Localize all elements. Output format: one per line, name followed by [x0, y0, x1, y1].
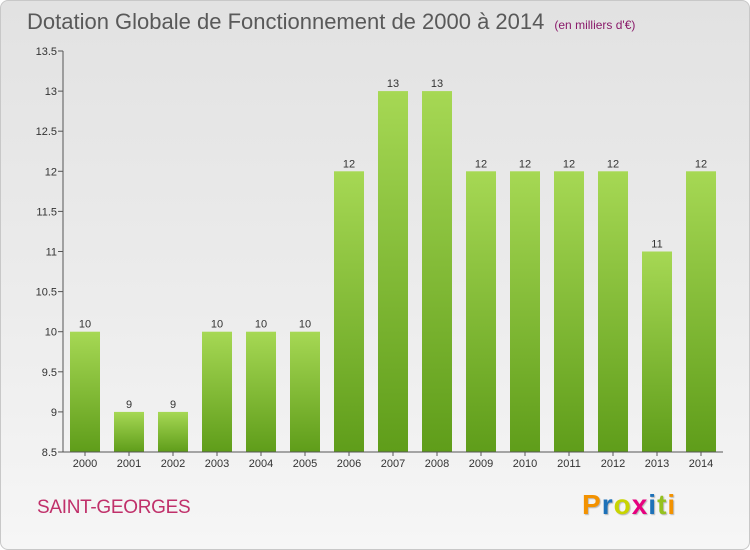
- logo-letter: t: [657, 489, 668, 520]
- data-label-2005: 10: [299, 319, 311, 331]
- y-tick-label: 8.5: [42, 447, 57, 459]
- data-label-2012: 12: [607, 158, 619, 170]
- chart-title-text: Dotation Globale de Fonctionnement de 20…: [27, 9, 545, 34]
- data-label-2014: 12: [695, 158, 707, 170]
- bar-2008: [422, 91, 452, 452]
- bars-group: [70, 91, 716, 453]
- y-tick-label: 9: [51, 407, 57, 419]
- x-tick-label-2000: 2000: [73, 458, 97, 470]
- y-tick-label: 10: [45, 327, 57, 339]
- data-label-2006: 12: [343, 158, 355, 170]
- bar-2007: [378, 91, 408, 452]
- x-tick-label-2012: 2012: [601, 458, 625, 470]
- y-tick-label: 11: [46, 247, 57, 259]
- x-axis-ticks: 2000 2001 2002 2003 2004 2005 2006 2007 2008 2009…: [73, 452, 713, 470]
- x-tick-label-2001: 2001: [117, 458, 141, 470]
- y-tick-label: 13: [45, 86, 57, 98]
- y-tick-label: 13.5: [36, 46, 57, 58]
- y-tick-label: 9.5: [42, 367, 57, 379]
- bar-2011: [554, 171, 584, 453]
- x-tick-label-2002: 2002: [161, 458, 185, 470]
- y-tick-label: 12: [45, 166, 57, 178]
- bar-2006: [334, 171, 364, 453]
- logo-letter: r: [601, 489, 614, 520]
- data-label-2011: 12: [563, 158, 575, 170]
- data-label-2001: 9: [126, 399, 132, 411]
- data-label-2013: 11: [651, 239, 662, 251]
- bar-2009: [466, 171, 496, 453]
- chart-subtitle: (en milliers d'€): [554, 18, 636, 32]
- data-label-2009: 12: [475, 158, 487, 170]
- bar-2014: [686, 171, 716, 453]
- x-tick-label-2013: 2013: [645, 458, 669, 470]
- bar-2001: [114, 411, 144, 452]
- y-tick-label: 10.5: [36, 287, 57, 299]
- bar-2003: [202, 331, 232, 452]
- logo-letter: o: [613, 489, 632, 520]
- bar-2010: [510, 171, 540, 453]
- data-labels-group: 10 9 9 10 10 10 12 13 13 12 12 12 12 11 12: [79, 78, 707, 411]
- x-tick-label-2005: 2005: [293, 458, 317, 470]
- proxiti-logo: Proxiti: [582, 489, 676, 521]
- x-tick-label-2007: 2007: [381, 458, 405, 470]
- data-label-2002: 9: [170, 399, 176, 411]
- data-label-2000: 10: [79, 319, 91, 331]
- bar-2004: [246, 331, 276, 452]
- y-tick-label: 11.5: [36, 206, 57, 218]
- y-axis-ticks: 8.5 9 9.5 10 10.5 11 11.5 12 12.5 13 13.5: [36, 46, 63, 459]
- bar-2013: [642, 251, 672, 452]
- data-label-2004: 10: [255, 319, 267, 331]
- chart-title: Dotation Globale de Fonctionnement de 20…: [27, 9, 635, 35]
- data-label-2010: 12: [519, 158, 531, 170]
- x-tick-label-2014: 2014: [689, 458, 713, 470]
- logo-letter: i: [667, 489, 677, 520]
- bar-2000: [70, 331, 100, 452]
- commune-name: SAINT-GEORGES: [37, 497, 191, 518]
- bar-2012: [598, 171, 628, 453]
- x-tick-label-2006: 2006: [337, 458, 361, 470]
- logo-letter: i: [648, 489, 658, 520]
- x-tick-label-2010: 2010: [513, 458, 537, 470]
- x-tick-label-2009: 2009: [469, 458, 493, 470]
- x-tick-label-2008: 2008: [425, 458, 449, 470]
- x-tick-label-2011: 2011: [557, 458, 581, 470]
- data-label-2007: 13: [387, 78, 399, 90]
- logo-letter: P: [582, 489, 602, 520]
- bar-2002: [158, 411, 188, 452]
- bar-2005: [290, 331, 320, 452]
- x-tick-label-2003: 2003: [205, 458, 229, 470]
- data-label-2008: 13: [431, 78, 443, 90]
- y-tick-label: 12.5: [36, 126, 57, 138]
- data-label-2003: 10: [211, 319, 223, 331]
- logo-letter: x: [631, 489, 649, 520]
- x-tick-label-2004: 2004: [249, 458, 273, 470]
